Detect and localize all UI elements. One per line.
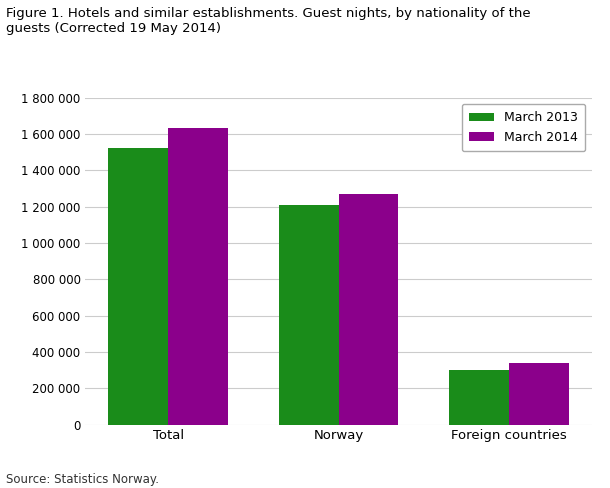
- Bar: [279, 205, 339, 425]
- Bar: [450, 370, 509, 425]
- Bar: [168, 128, 228, 425]
- Bar: [509, 363, 569, 425]
- Bar: [109, 148, 168, 425]
- Text: Source: Statistics Norway.: Source: Statistics Norway.: [6, 472, 159, 486]
- Text: Figure 1. Hotels and similar establishments. Guest nights, by nationality of the: Figure 1. Hotels and similar establishme…: [6, 7, 531, 35]
- Bar: [339, 194, 398, 425]
- Legend: March 2013, March 2014: March 2013, March 2014: [462, 104, 586, 151]
